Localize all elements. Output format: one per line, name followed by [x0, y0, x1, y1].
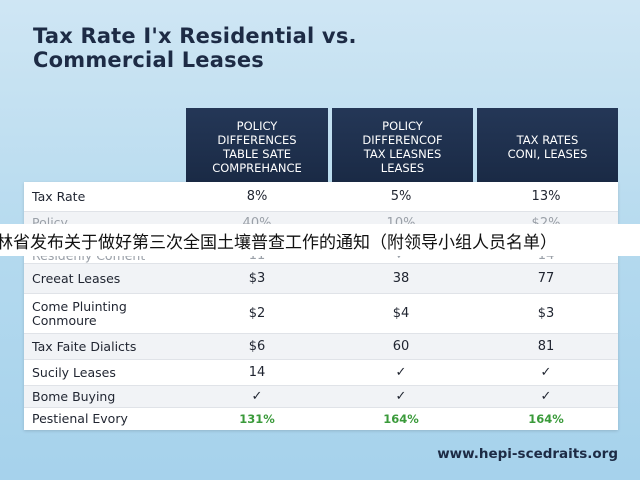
column-header-policy-tax-leases: POLICY DIFFERENCOF TAX LEASNES LEASES — [332, 108, 473, 182]
table-cell: ✓ — [395, 365, 407, 380]
table-header: POLICY DIFFERENCES TABLE SATE COMPREHANC… — [186, 108, 618, 182]
table-cell: 60 — [392, 339, 410, 354]
table-cell: ✓ — [251, 389, 263, 404]
table-cell: 164% — [383, 412, 419, 426]
table-cell: 77 — [537, 271, 555, 286]
row-label: Tax Rate — [32, 188, 86, 204]
column-header-tax-rates: TAX RATES CONI, LEASES — [477, 108, 618, 182]
table-cell: $4 — [392, 306, 410, 321]
table-cell: 8% — [246, 189, 268, 204]
table-row: Sucily Leases 14 ✓ ✓ — [24, 360, 618, 386]
table-cell: ✓ — [540, 365, 552, 380]
table-cell: 5% — [390, 189, 412, 204]
comparison-table: Tax Rate 8% 5% 13% Policy 40% 10% $2% Re… — [24, 182, 618, 430]
table-row: Tax Faite Dialicts $6 60 81 — [24, 334, 618, 360]
banner-text: 林省发布关于做好第三次全国土壤普查工作的通知（附领导小组人员名单） — [0, 232, 557, 253]
table-cell: $6 — [248, 339, 266, 354]
table-row: Bome Buying ✓ ✓ ✓ — [24, 386, 618, 408]
table-row: Pestienal Evory 131% 164% 164% — [24, 408, 618, 430]
page-title: Tax Rate I'x Residential vs. Commercial … — [33, 24, 453, 72]
table-cell: $3 — [537, 306, 555, 321]
row-label: Sucily Leases — [32, 364, 116, 380]
title-line-2: Commercial Leases — [33, 48, 264, 72]
table-cell: 13% — [531, 189, 561, 204]
row-label: Come Pluinting Conmoure — [32, 298, 127, 328]
row-label: Creeat Leases — [32, 270, 121, 286]
table-cell: ✓ — [395, 389, 407, 404]
table-row: Tax Rate 8% 5% 13% — [24, 182, 618, 212]
table-cell: 164% — [528, 412, 564, 426]
column-header-policy-differences: POLICY DIFFERENCES TABLE SATE COMPREHANC… — [186, 108, 328, 182]
table-cell: 14 — [248, 365, 266, 380]
row-label: Tax Faite Dialicts — [32, 338, 137, 354]
table-cell: 38 — [392, 271, 410, 286]
table-cell: $3 — [248, 271, 266, 286]
overlay-banner: 林省发布关于做好第三次全国土壤普查工作的通知（附领导小组人员名单） — [0, 224, 640, 256]
table-row: Creeat Leases $3 38 77 — [24, 264, 618, 294]
footer-url: www.hepi-scedraits.org — [437, 446, 618, 462]
row-label: Bome Buying — [32, 388, 116, 404]
table-cell: ✓ — [540, 389, 552, 404]
table-cell: 81 — [537, 339, 555, 354]
table-row: Come Pluinting Conmoure $2 $4 $3 — [24, 294, 618, 334]
table-cell: $2 — [248, 306, 266, 321]
title-line-1: Tax Rate I'x Residential vs. — [33, 24, 357, 48]
row-label: Pestienal Evory — [32, 411, 128, 426]
table-cell: 131% — [239, 412, 275, 426]
